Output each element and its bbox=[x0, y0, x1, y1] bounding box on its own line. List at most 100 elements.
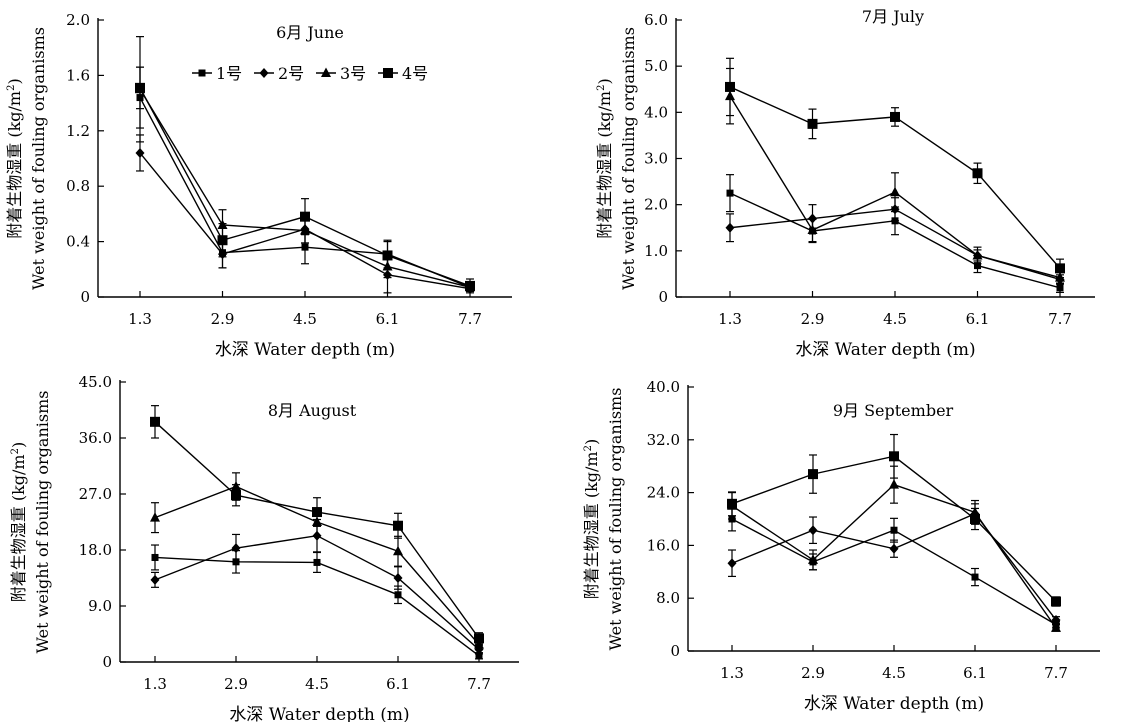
data-point bbox=[808, 554, 818, 564]
x-tick-label: 4.5 bbox=[882, 664, 906, 682]
data-point bbox=[890, 186, 900, 197]
x-tick-label: 4.5 bbox=[883, 310, 907, 328]
data-point bbox=[135, 82, 145, 93]
x-tick-label: 7.7 bbox=[467, 675, 491, 693]
y-axis-label-sup: 2 bbox=[583, 445, 594, 451]
y-axis-label-main: 附着生物湿重 (kg/m bbox=[595, 91, 614, 239]
x-tick-label: 6.1 bbox=[386, 675, 410, 693]
x-tick-label: 6.1 bbox=[966, 310, 990, 328]
data-series bbox=[136, 66, 474, 291]
y-tick-label: 27.0 bbox=[79, 485, 112, 503]
y-tick-label: 1.0 bbox=[644, 242, 668, 260]
legend-marker bbox=[321, 67, 331, 77]
data-series bbox=[727, 433, 1061, 607]
legend-marker bbox=[259, 68, 269, 78]
legend-marker bbox=[383, 68, 393, 78]
data-point bbox=[970, 514, 980, 524]
data-point bbox=[1051, 596, 1061, 607]
y-tick-label: 32.0 bbox=[647, 431, 680, 449]
x-tick-label: 6.1 bbox=[963, 664, 987, 682]
chart-panel: 0 0.4 0.8 1.2 1.6 2.0 1.3 2.9 4.5 6.1 7.7 水深 Water … bbox=[5, 11, 512, 360]
y-axis-label-sup: 2 bbox=[6, 85, 17, 91]
x-axis-label: 水深 Water depth (m) bbox=[215, 340, 395, 360]
y-tick-label: 5.0 bbox=[644, 57, 668, 75]
chart-title: 7月 July bbox=[862, 7, 924, 26]
data-point bbox=[231, 543, 241, 554]
x-tick-label: 2.9 bbox=[801, 664, 825, 682]
y-tick-label: 9.0 bbox=[88, 597, 112, 615]
x-axis-label: 水深 Water depth (m) bbox=[229, 705, 409, 722]
y-tick-label: 0.8 bbox=[66, 177, 90, 195]
data-series bbox=[725, 67, 1065, 284]
data-series bbox=[150, 518, 484, 655]
chart-title: 6月 June bbox=[276, 23, 344, 42]
data-point bbox=[475, 652, 483, 660]
y-axis-label: 附着生物湿重 (kg/m2) bbox=[582, 439, 601, 599]
data-point bbox=[1055, 263, 1065, 274]
chart-panel: 0 8.0 16.0 24.0 32.0 40.0 1.3 2.9 4.5 6.1 7.7 水深 Wa… bbox=[582, 378, 1100, 714]
x-tick-label: 1.3 bbox=[143, 675, 167, 693]
x-axis-label: 水深 Water depth (m) bbox=[795, 340, 975, 360]
x-tick-label: 2.9 bbox=[224, 675, 248, 693]
data-point bbox=[474, 633, 484, 644]
data-point bbox=[1051, 622, 1061, 632]
y-tick-label: 24.0 bbox=[647, 484, 680, 502]
data-series bbox=[728, 506, 1060, 629]
x-tick-label: 1.3 bbox=[128, 310, 152, 328]
x-tick-label: 1.3 bbox=[720, 664, 744, 682]
y-axis-label: 附着生物湿重 (kg/m2) bbox=[5, 78, 24, 238]
data-point bbox=[382, 250, 393, 261]
data-point bbox=[313, 558, 321, 566]
chart-panel: 0 1.0 2.0 3.0 4.0 5.0 6.0 1.3 2.9 4.5 6.1 7.7 水深 Wat… bbox=[595, 7, 1095, 360]
data-point bbox=[971, 573, 979, 581]
data-point bbox=[890, 526, 898, 534]
data-point bbox=[725, 81, 735, 92]
data-point bbox=[301, 243, 309, 251]
x-tick-label: 1.3 bbox=[718, 310, 742, 328]
y-axis-label-secondary: Wet weight of fouling organisms bbox=[619, 27, 638, 290]
y-tick-label: 2.0 bbox=[644, 196, 668, 214]
y-axis-label-sup: 2 bbox=[596, 85, 607, 91]
data-point bbox=[889, 451, 899, 462]
y-tick-label: 45.0 bbox=[79, 373, 112, 391]
data-series bbox=[135, 66, 475, 294]
data-point bbox=[972, 249, 983, 260]
chart-title: 8月 August bbox=[268, 401, 357, 420]
y-axis-label-secondary: Wet weight of fouling organisms bbox=[29, 27, 48, 290]
y-tick-label: 36.0 bbox=[79, 429, 112, 447]
legend-label: 3号 bbox=[340, 64, 366, 83]
x-tick-label: 7.7 bbox=[458, 310, 482, 328]
y-axis-label-main: 附着生物湿重 (kg/m bbox=[5, 91, 24, 239]
x-tick-label: 2.9 bbox=[801, 310, 825, 328]
data-point bbox=[808, 469, 818, 480]
data-point bbox=[727, 558, 737, 569]
data-point bbox=[1051, 614, 1061, 625]
x-tick-label: 4.5 bbox=[305, 675, 329, 693]
data-point bbox=[725, 222, 735, 233]
data-point bbox=[972, 168, 983, 179]
chart-panel: 0 9.0 18.0 27.0 36.0 45.0 1.3 2.9 4.5 6.1 7.7 水深 Wa… bbox=[9, 373, 519, 725]
legend-label: 1号 bbox=[216, 64, 242, 83]
data-point bbox=[807, 118, 818, 129]
data-series bbox=[725, 57, 1065, 279]
legend-label: 4号 bbox=[402, 64, 428, 83]
y-tick-label: 0.4 bbox=[66, 233, 90, 251]
y-tick-label: 6.0 bbox=[644, 11, 668, 29]
y-axis-label-sup: 2 bbox=[10, 448, 21, 454]
data-point bbox=[217, 235, 228, 246]
y-axis-label: 附着生物湿重 (kg/m2) bbox=[9, 442, 28, 602]
y-tick-label: 0 bbox=[670, 642, 680, 660]
y-tick-label: 8.0 bbox=[656, 589, 680, 607]
y-axis-label-secondary: Wet weight of fouling organisms bbox=[33, 391, 52, 654]
x-tick-label: 6.1 bbox=[376, 310, 400, 328]
data-point bbox=[394, 591, 402, 599]
x-tick-label: 2.9 bbox=[211, 310, 235, 328]
data-point bbox=[1056, 284, 1064, 292]
data-point bbox=[889, 543, 899, 554]
data-point bbox=[231, 490, 241, 501]
y-axis-label-close: ) bbox=[9, 442, 28, 448]
y-axis-label-close: ) bbox=[5, 78, 24, 84]
y-axis-label-main: 附着生物湿重 (kg/m bbox=[582, 451, 601, 599]
data-point bbox=[393, 573, 403, 583]
y-tick-label: 0 bbox=[80, 288, 90, 306]
